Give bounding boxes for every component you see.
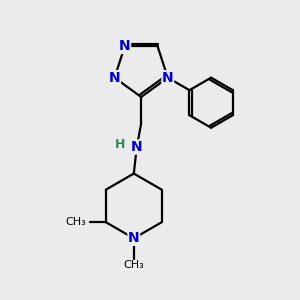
Text: N: N [131, 140, 142, 154]
Text: N: N [128, 231, 140, 245]
Text: CH₃: CH₃ [123, 260, 144, 270]
Text: N: N [119, 39, 130, 53]
Text: N: N [109, 71, 120, 85]
Text: H: H [116, 138, 126, 151]
Text: CH₃: CH₃ [66, 217, 87, 227]
Text: N: N [162, 71, 174, 85]
